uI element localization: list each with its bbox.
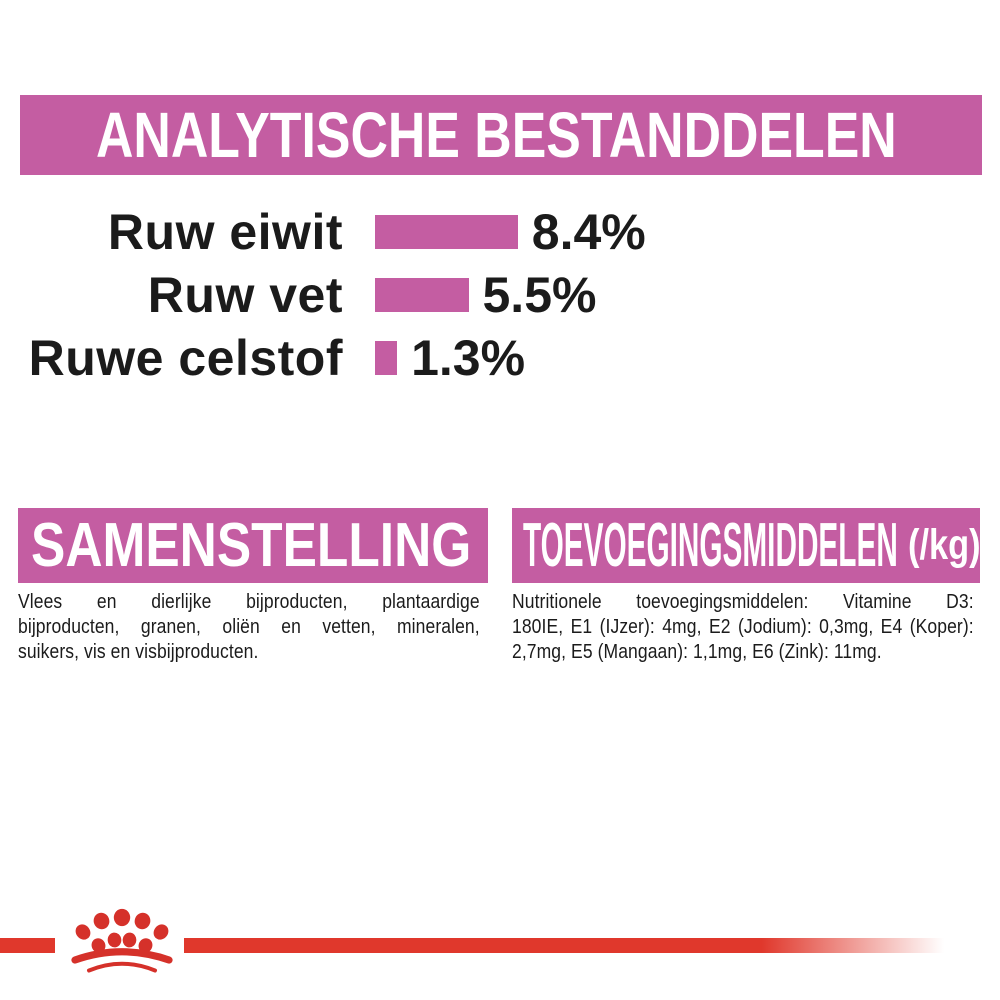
- chart-bar-fibre: [375, 340, 398, 375]
- chart-value-fibre: 1.3%: [411, 329, 526, 386]
- composition-body-line: Vlees en dierlijke bijproducten, plantaa…: [18, 590, 480, 613]
- chart-value-fat: 5.5%: [482, 266, 597, 323]
- additives-body-line: 2,7mg, E5 (Mangaan): 1,1mg, E6 (Zink): 1…: [512, 640, 882, 663]
- royal-canin-crown-icon: [71, 908, 173, 973]
- footer-band-right: [184, 938, 944, 953]
- composition-banner: SAMENSTELLING: [18, 508, 488, 583]
- analytical-bar-chart: Ruw eiwit 8.4% Ruw vet 5.5% Ruwe celstof…: [0, 200, 1000, 389]
- chart-bar-protein: [375, 214, 518, 249]
- additives-unit: (/kg): [908, 521, 981, 569]
- composition-title: SAMENSTELLING: [31, 511, 472, 580]
- chart-label-fibre: Ruwe celstof: [28, 329, 343, 386]
- composition-body: Vlees en dierlijke bijproducten, plantaa…: [18, 589, 480, 664]
- footer-band-left: [0, 938, 55, 953]
- additives-body-line: 180IE, E1 (IJzer): 4mg, E2 (Jodium): 0,3…: [512, 615, 974, 638]
- additives-body: Nutritionele toevoegingsmiddelen: Vitami…: [512, 589, 974, 664]
- chart-row: Ruw eiwit 8.4%: [0, 200, 1000, 263]
- chart-label-protein: Ruw eiwit: [107, 203, 343, 260]
- chart-row: Ruwe celstof 1.3%: [0, 326, 1000, 389]
- chart-value-protein: 8.4%: [531, 203, 646, 260]
- analytical-title: ANALYTISCHE BESTANDDELEN: [96, 99, 897, 171]
- chart-label-fat: Ruw vet: [147, 266, 343, 323]
- additives-body-line: Nutritionele toevoegingsmiddelen: Vitami…: [512, 590, 974, 613]
- additives-banner: TOEVOEGINGSMIDDELEN (/kg): [512, 508, 981, 583]
- composition-body-line: bijproducten, granen, oliën en vetten, m…: [18, 615, 480, 638]
- analytical-banner: ANALYTISCHE BESTANDDELEN: [20, 95, 982, 175]
- additives-title: TOEVOEGINGSMIDDELEN: [523, 511, 898, 580]
- chart-bar-fat: [375, 277, 469, 312]
- composition-body-line: suikers, vis en visbijproducten.: [18, 640, 259, 663]
- chart-row: Ruw vet 5.5%: [0, 263, 1000, 326]
